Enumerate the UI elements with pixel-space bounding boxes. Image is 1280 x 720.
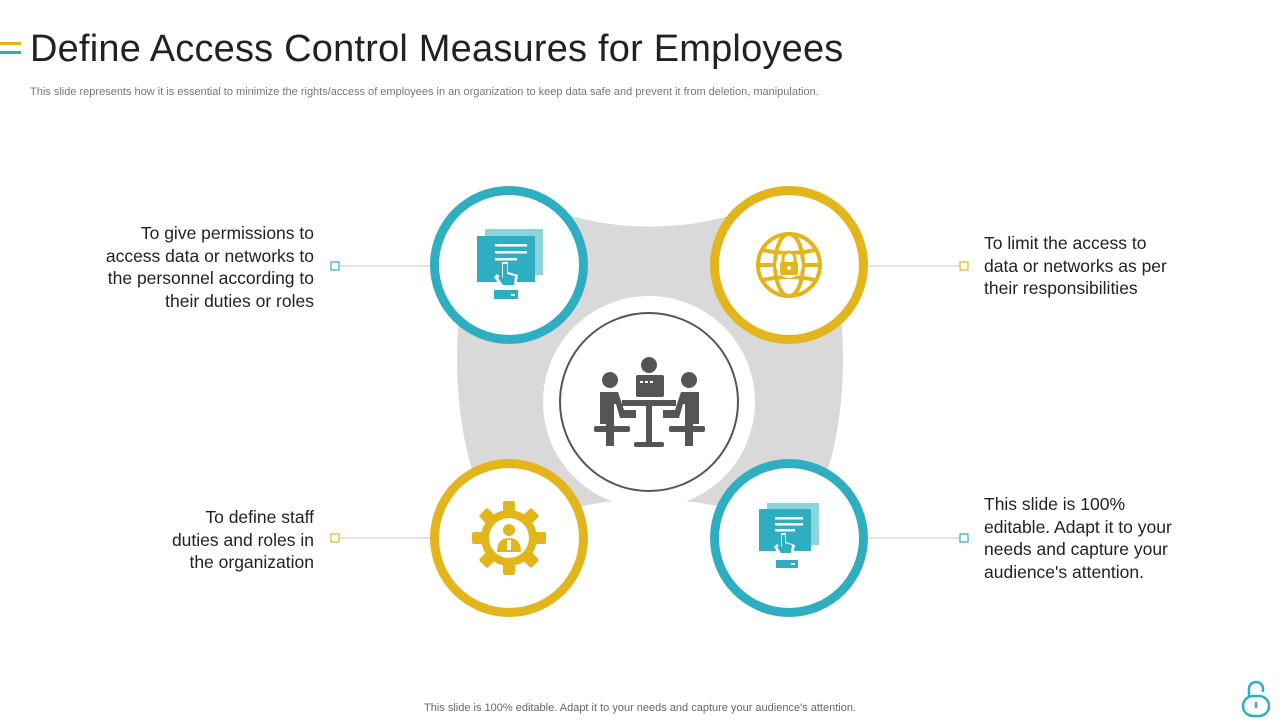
node-bottom-left <box>430 459 588 617</box>
point-bottom-right-text: This slide is 100% editable. Adapt it to… <box>984 493 1264 583</box>
page-title: Define Access Control Measures for Emplo… <box>30 28 844 70</box>
text-line: their duties or roles <box>165 290 314 311</box>
lock-outline-icon <box>1241 680 1271 718</box>
center-node <box>543 296 755 508</box>
point-top-left-text: To give permissions to access data or ne… <box>14 222 314 312</box>
text-line: the organization <box>189 552 314 572</box>
gear-person-icon <box>472 501 546 575</box>
point-bottom-left-text: To define staff duties and roles in the … <box>14 506 314 574</box>
text-line: This slide is 100% <box>984 494 1126 514</box>
connector-marker-top-right <box>959 261 969 271</box>
page-subtitle: This slide represents how it is essentia… <box>30 86 819 98</box>
node-bottom-right <box>710 459 868 617</box>
text-line: needs and capture your <box>984 539 1168 559</box>
document-touch-icon <box>759 503 819 568</box>
connector-marker-top-left <box>330 261 340 271</box>
title-accent-bars <box>0 42 21 58</box>
text-line: audience's attention. <box>984 561 1144 582</box>
text-line: duties and roles in <box>171 529 314 550</box>
footer-note: This slide is 100% editable. Adapt it to… <box>424 702 856 714</box>
meeting-table-icon <box>594 357 705 447</box>
text-line: To limit the access to <box>984 233 1147 253</box>
secure-globe-icon <box>756 232 822 298</box>
text-line: editable. Adapt it to your <box>984 516 1172 537</box>
node-top-left <box>430 186 588 344</box>
text-line: To give permissions to <box>140 223 314 243</box>
document-touch-icon <box>477 229 543 299</box>
text-line: access data or networks to <box>105 245 314 266</box>
text-line: their responsibilities <box>984 278 1138 298</box>
point-top-right-text: To limit the access to data or networks … <box>984 232 1264 300</box>
connector-marker-bottom-left <box>330 533 340 543</box>
text-line: the personnel according to <box>107 268 314 288</box>
node-top-right <box>710 186 868 344</box>
connector-marker-bottom-right <box>959 533 969 543</box>
text-line: data or networks as per <box>984 255 1167 276</box>
text-line: To define staff <box>205 507 314 527</box>
